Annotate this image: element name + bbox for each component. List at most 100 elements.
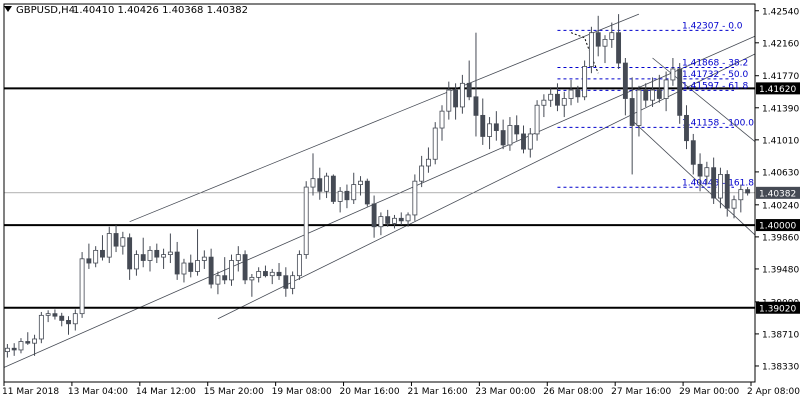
candle — [195, 229, 200, 276]
candle-body-up — [269, 271, 275, 277]
y-tick-label: 1.42160 — [762, 39, 799, 49]
candle — [677, 63, 683, 124]
candle — [412, 174, 418, 221]
x-tick-label: 11 Mar 2018 — [2, 387, 59, 397]
candle — [113, 225, 119, 253]
candle — [330, 174, 336, 204]
fibo-level-label: 1.41732 - 50.0 — [682, 70, 748, 80]
candle-body-down — [11, 347, 17, 351]
candle-body-down — [745, 189, 751, 194]
candle — [310, 153, 316, 196]
level-price-tag — [756, 301, 800, 314]
candle — [507, 117, 513, 151]
axes: 1.42540 1.42160 1.41770 1.41390 1.41010 1.406… — [2, 3, 800, 397]
candle — [392, 214, 397, 229]
candle — [201, 250, 207, 269]
candle-body-up — [93, 249, 99, 264]
candle — [120, 231, 126, 255]
candle-body-down — [514, 125, 520, 135]
candle — [235, 246, 241, 272]
candle-body-down — [684, 114, 689, 142]
candle — [718, 167, 723, 209]
y-tick-label: 1.41770 — [762, 72, 799, 82]
candle — [79, 252, 85, 318]
candle — [670, 58, 676, 86]
candle-body-up — [663, 79, 669, 99]
candle — [66, 316, 71, 335]
candle-body-up — [718, 174, 723, 199]
horizontal-levels: 1.41620 1.40000 1.39020 1.40382 — [4, 82, 800, 314]
candle-body-down — [643, 89, 649, 101]
candle-body-down — [174, 251, 180, 275]
candle — [459, 74, 465, 114]
candle — [256, 267, 262, 283]
candle-body-down — [385, 216, 391, 224]
candle-body-up — [324, 175, 330, 192]
candle — [344, 184, 350, 209]
candle — [487, 117, 492, 150]
candle-body-up — [290, 275, 296, 289]
level-price-label: 1.40000 — [759, 222, 796, 232]
candle-body-up — [704, 167, 710, 177]
candle-body-up — [167, 251, 173, 255]
fibo-level-label: 1.41158 - 100.0 — [682, 118, 754, 128]
candle — [561, 91, 567, 118]
candle-body-up — [235, 254, 241, 261]
candle — [446, 81, 452, 120]
candle-body-down — [188, 262, 194, 272]
candle — [575, 85, 581, 103]
candle-body-up — [358, 180, 363, 185]
candle-body-up — [432, 127, 438, 160]
candle — [588, 26, 594, 74]
candle — [100, 235, 105, 261]
fibo-level-label: 1.42307 - 0.0 — [682, 21, 743, 31]
candle-body-down — [344, 190, 350, 201]
candle — [432, 122, 438, 165]
x-tick-label: 27 Mar 16:00 — [611, 387, 671, 397]
candle — [419, 155, 425, 188]
candle-body-up — [133, 254, 139, 270]
candle-body-up — [120, 237, 126, 247]
candle-body-up — [582, 66, 588, 98]
candle-body-up — [256, 271, 262, 278]
candle — [398, 212, 404, 226]
candle — [385, 209, 391, 227]
candle-body-up — [195, 260, 200, 272]
candle-body-down — [480, 114, 486, 137]
candle-body-down — [690, 140, 696, 165]
y-tick-label: 1.39860 — [762, 233, 799, 243]
dropdown-triangle-icon — [4, 6, 12, 12]
candle-body-down — [100, 249, 105, 258]
candle-body-up — [487, 123, 492, 137]
candle-body-up — [459, 82, 465, 108]
candle-body-down — [59, 315, 65, 321]
candle — [59, 312, 65, 327]
candle-body-down — [493, 123, 499, 131]
candle — [548, 88, 554, 107]
current-price-tag — [756, 186, 800, 199]
level-price-label: 1.39020 — [759, 304, 796, 314]
candle-body-down — [555, 93, 560, 106]
candle-body-up — [527, 133, 533, 150]
ohlc-label: 1.40410 1.40426 1.40368 1.40382 — [73, 5, 248, 16]
candle — [222, 257, 228, 285]
candle-body-up — [4, 347, 10, 353]
candle-body-up — [303, 186, 309, 255]
chart-header: GBPUSD,H4 1.40410 1.40426 1.40368 1.4038… — [4, 5, 248, 16]
candle-body-up — [425, 158, 431, 167]
candle — [25, 332, 31, 345]
level-price-label: 1.41620 — [759, 85, 796, 95]
candle-body-up — [79, 258, 85, 315]
candle-body-down — [208, 256, 214, 285]
candle — [466, 60, 472, 101]
candle — [167, 233, 173, 264]
candle-body-down — [283, 275, 289, 289]
candle-body-down — [500, 130, 506, 146]
candle — [439, 105, 445, 141]
candle-body-up — [541, 99, 547, 106]
candle — [636, 85, 642, 137]
candle-body-down — [140, 254, 146, 261]
y-tick-label: 1.39090 — [762, 298, 799, 308]
candle — [405, 212, 411, 227]
candle-body-up — [72, 313, 78, 325]
